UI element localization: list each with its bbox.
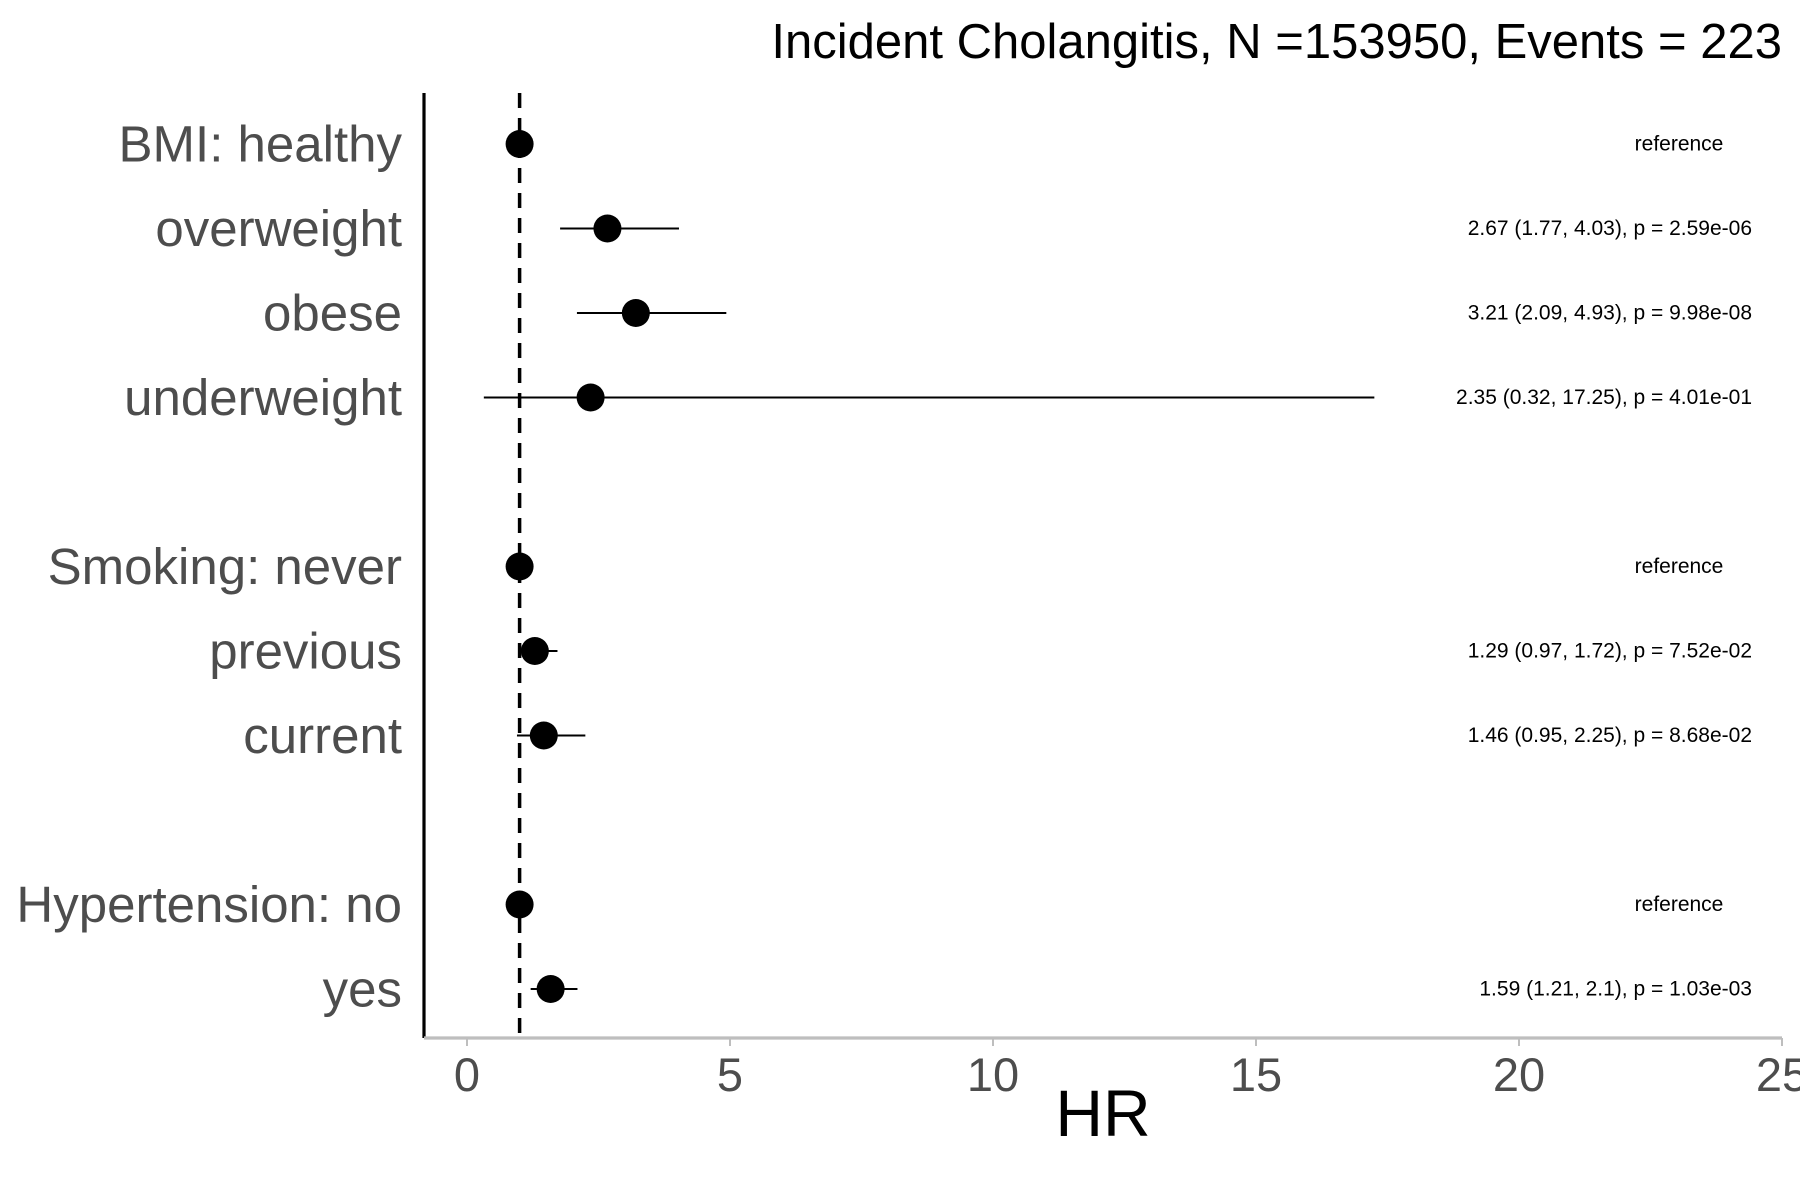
hr-point (505, 890, 534, 919)
x-tick-label: 10 (967, 1048, 1019, 1101)
row-annotation: 3.21 (2.09, 4.93), p = 9.98e-08 (1468, 302, 1752, 325)
row-label: yes (323, 961, 402, 1018)
row-annotation: 2.35 (0.32, 17.25), p = 4.01e-01 (1456, 386, 1752, 409)
row-annotation: reference (1635, 893, 1724, 916)
forest-row: BMI: healthy reference (119, 116, 1724, 173)
row-annotation: 2.67 (1.77, 4.03), p = 2.59e-06 (1468, 217, 1752, 240)
x-tick-label: 25 (1756, 1048, 1800, 1101)
x-ticks: 0 5 10 15 20 25 (454, 1038, 1800, 1101)
forest-row: obese 3.21 (2.09, 4.93), p = 9.98e-08 (263, 285, 1752, 342)
row-label: previous (209, 623, 402, 680)
hr-point (576, 383, 605, 412)
row-annotation: 1.29 (0.97, 1.72), p = 7.52e-02 (1468, 640, 1752, 663)
hr-point (520, 637, 549, 665)
x-axis-title: HR (1055, 1076, 1150, 1150)
forest-row: previous 1.29 (0.97, 1.72), p = 7.52e-02 (209, 623, 1752, 680)
hr-point (621, 299, 650, 327)
forest-row: yes 1.59 (1.21, 2.1), p = 1.03e-03 (323, 961, 1752, 1018)
row-annotation: reference (1635, 133, 1724, 156)
forest-row: overweight 2.67 (1.77, 4.03), p = 2.59e-0… (155, 200, 1752, 257)
forest-row: current 1.46 (0.95, 2.25), p = 8.68e-02 (243, 707, 1752, 764)
forest-row: Hypertension: no reference (16, 876, 1723, 933)
x-tick-label: 15 (1230, 1048, 1282, 1101)
row-annotation: reference (1635, 555, 1724, 578)
chart-title: Incident Cholangitis, N =153950, Events … (771, 15, 1782, 69)
row-label: obese (263, 285, 402, 342)
row-label: current (243, 707, 402, 764)
hr-point (536, 975, 565, 1003)
x-tick-label: 5 (717, 1048, 743, 1101)
rows-layer: BMI: healthy reference overweight 2.67 (1.7… (16, 116, 1752, 1018)
x-tick-label: 0 (454, 1048, 480, 1101)
hr-point (505, 130, 534, 158)
row-annotation: 1.59 (1.21, 2.1), p = 1.03e-03 (1479, 978, 1752, 1001)
row-label: BMI: healthy (119, 116, 403, 173)
hr-point (593, 214, 622, 243)
row-annotation: 1.46 (0.95, 2.25), p = 8.68e-02 (1468, 724, 1752, 747)
x-tick-label: 20 (1493, 1048, 1545, 1101)
hr-point (505, 552, 534, 581)
forest-row: underweight 2.35 (0.32, 17.25), p = 4.01e… (124, 369, 1752, 426)
row-label: underweight (124, 369, 402, 426)
hr-point (529, 721, 558, 750)
row-label: overweight (155, 200, 402, 257)
forest-row: Smoking: never reference (48, 538, 1724, 595)
row-label: Smoking: never (48, 538, 402, 595)
row-label: Hypertension: no (16, 876, 402, 933)
